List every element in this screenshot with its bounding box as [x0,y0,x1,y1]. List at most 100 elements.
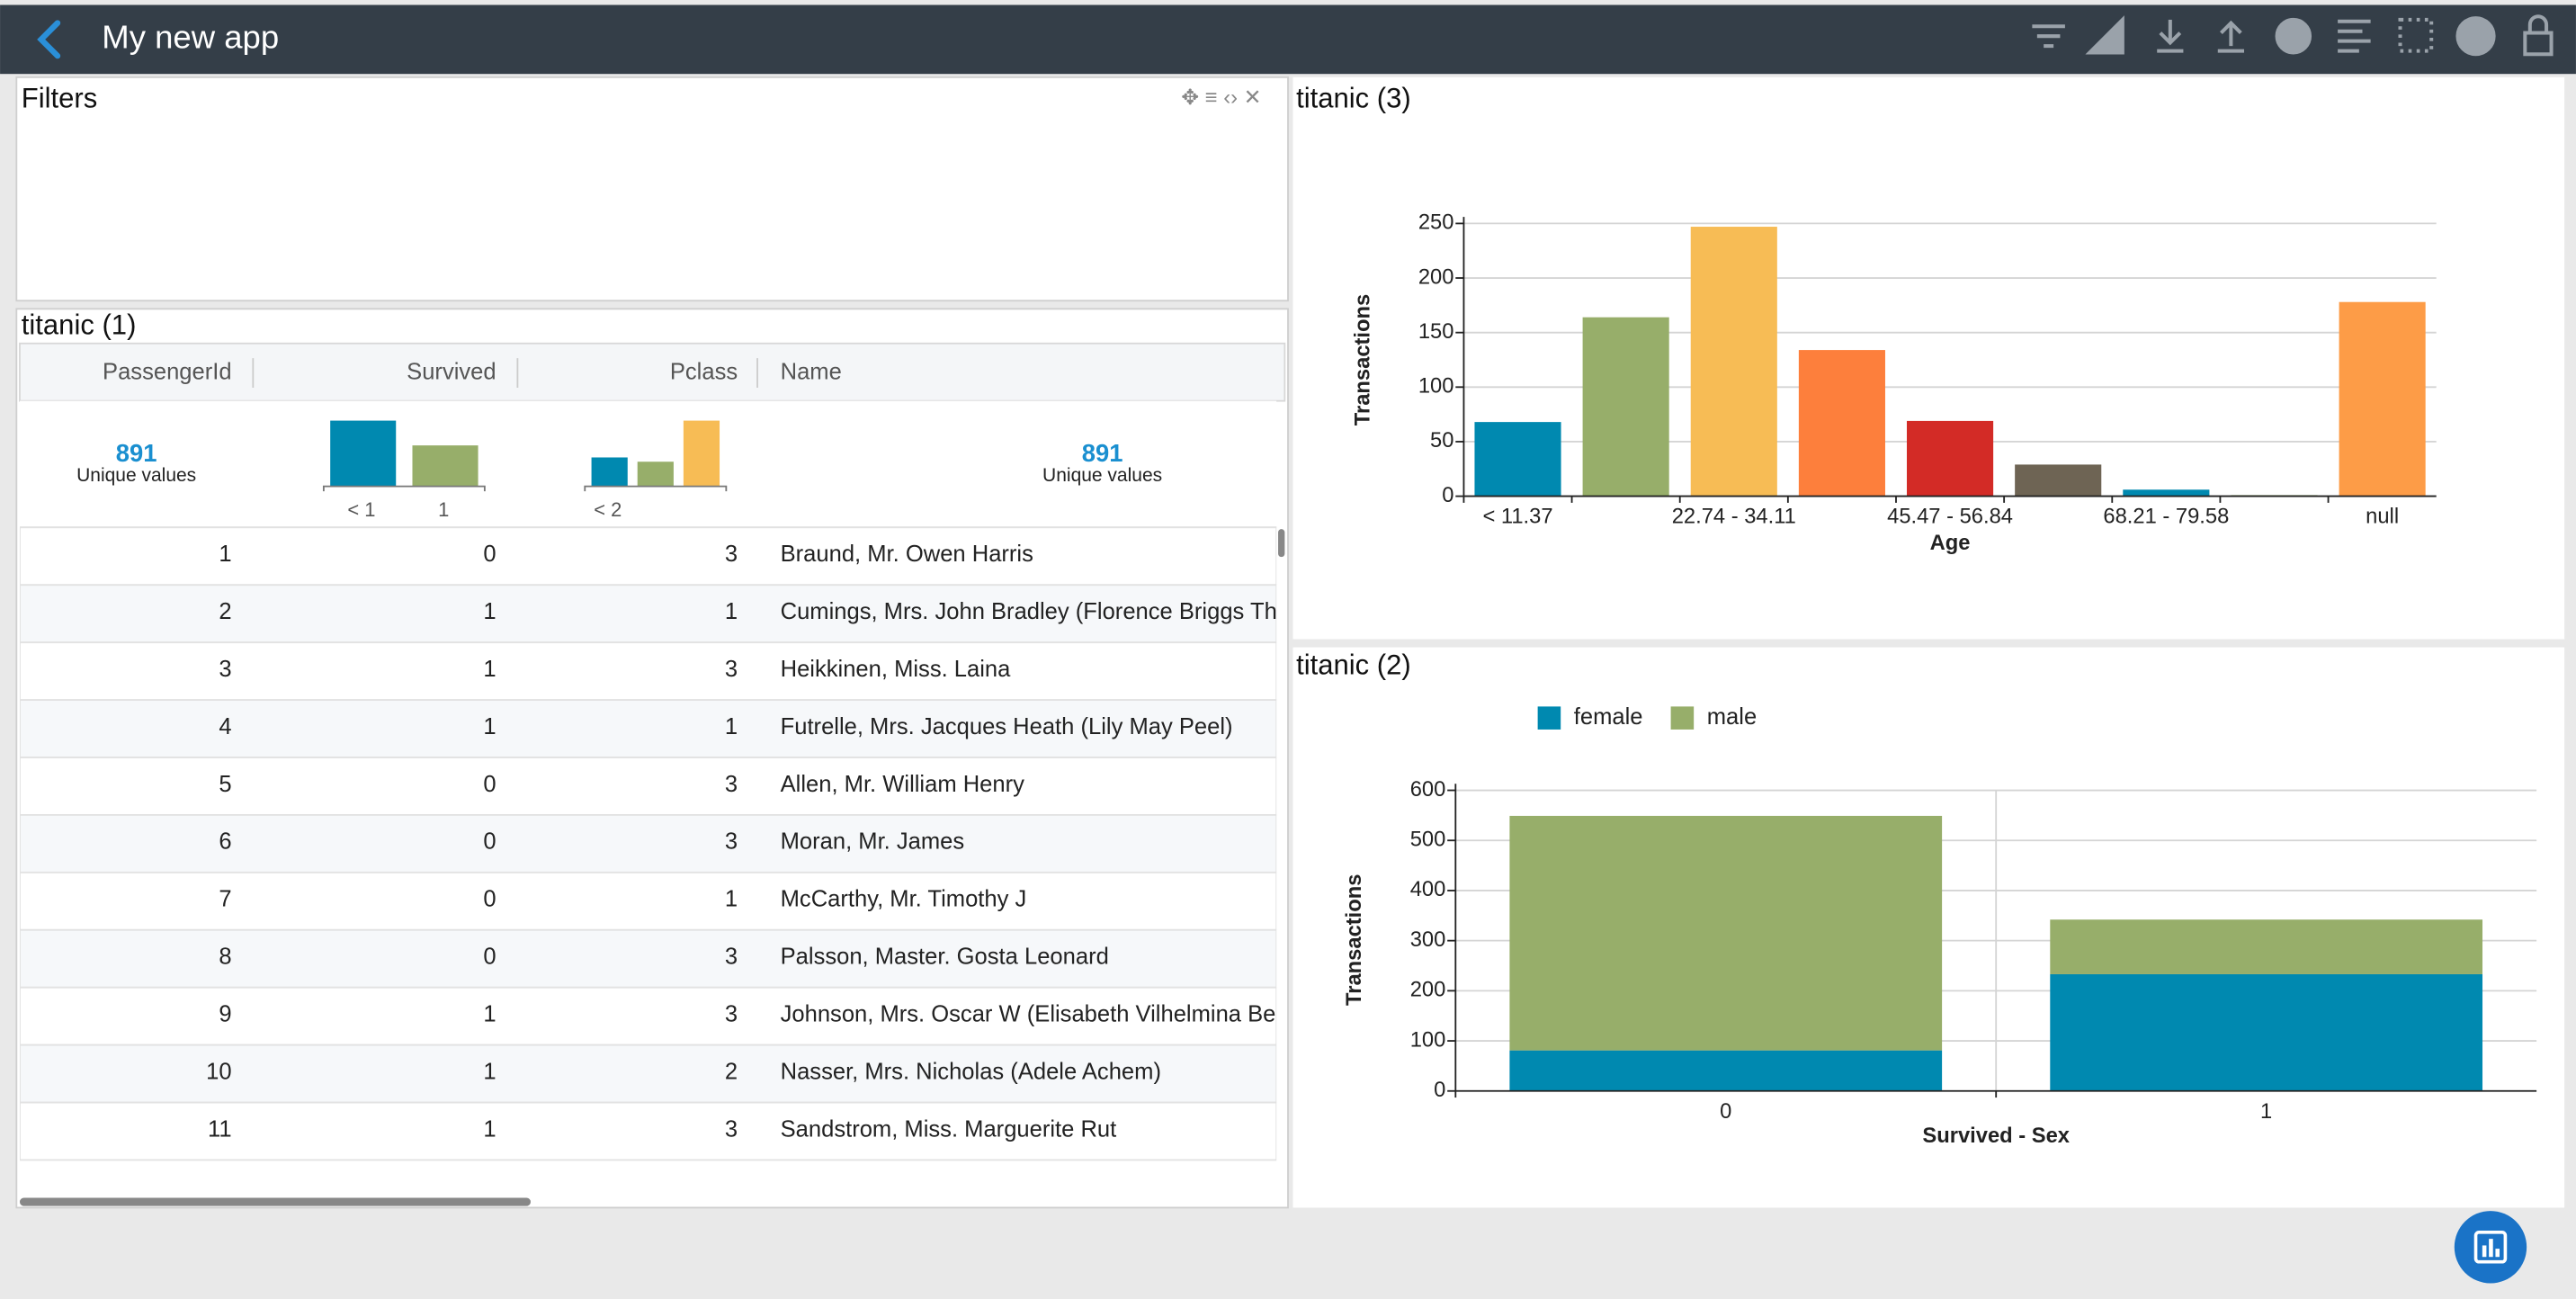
legend-label: female [1574,704,1643,730]
table-cell: Sandstrom, Miss. Marguerite Rut [781,1116,1117,1142]
table-cell: 0 [483,772,496,797]
x-tick-label: 0 [1720,1100,1731,1124]
bar-segment [2050,919,2483,974]
table-cell: 1 [483,599,496,624]
y-tick-label: 250 [1418,211,1454,235]
bar [1798,350,1885,497]
header-bar [0,4,2576,75]
mini-bar [591,457,628,487]
table-cell: 0 [483,829,496,855]
table-cell: Allen, Mr. William Henry [781,772,1025,797]
bar [1690,227,1777,497]
x-tick-label: 1 [2260,1100,2272,1124]
unique-count: 891 [1082,439,1123,467]
bar [2123,489,2210,497]
bar-segment [2050,973,2483,1091]
column-header: Name [781,359,842,384]
toolbar [2032,14,2554,57]
column-header: Pclass [670,359,738,384]
y-tick-label: 500 [1410,829,1446,852]
table-cell: 4 [219,714,231,739]
text-icon[interactable] [2338,19,2371,53]
settings-icon[interactable] [2085,15,2124,55]
x-axis-label: Age [1930,532,1971,555]
y-tick-label: 400 [1410,878,1446,901]
table-cell: 11 [208,1116,232,1142]
x-tick-label: null [2366,506,2399,529]
download-icon[interactable] [2157,19,2184,53]
table-row [19,871,1277,931]
table-row [19,584,1277,644]
filters-panel [15,76,1289,302]
scrollbar-h[interactable] [19,1197,532,1206]
scrollbar-v[interactable] [1278,529,1285,558]
x-tick-label: 68.21 - 79.58 [2103,506,2229,529]
table-cell: 3 [219,657,231,682]
table-cell: McCarthy, Mr. Timothy J [781,887,1027,912]
table-cell: 1 [725,714,738,739]
bar [1474,422,1561,497]
table-cell: 1 [483,714,496,739]
table-cell: 10 [206,1059,231,1084]
legend-label: male [1707,704,1757,730]
table-cell: 6 [219,829,231,855]
y-tick-label: 600 [1410,778,1446,802]
help-icon[interactable] [2455,16,2496,57]
table-cell: 3 [725,829,738,855]
y-tick-label: 0 [1434,1079,1445,1102]
mini-axis [584,485,728,492]
chart-title: titanic (3) [1296,83,1411,114]
bar [2015,464,2102,497]
back-button[interactable] [37,20,61,59]
panel-controls[interactable]: ✥ ≡ ‹› ✕ [1181,86,1261,110]
table-cell: 5 [219,772,231,797]
mini-label: 1 [438,498,449,521]
lock-icon[interactable] [2523,14,2554,57]
panel-title: Filters [22,83,97,114]
fab-icon [2473,1231,2508,1264]
y-tick-label: 300 [1410,928,1446,952]
y-axis-label: Transactions [1343,874,1366,1006]
app-title: My new app [102,18,279,55]
bar-segment [1509,1050,1943,1091]
grid-icon[interactable] [2398,17,2434,53]
mini-label: < 1 [347,498,375,521]
chart-title: titanic (2) [1296,650,1411,681]
table-row [19,1101,1277,1161]
legend-swatch [1670,706,1695,730]
table-cell: Johnson, Mrs. Oscar W (Elisabeth Vilhelm… [781,1002,1304,1027]
mini-bar [683,420,720,487]
unique-label: Unique values [76,465,196,486]
table-row [19,699,1277,758]
table-cell: 1 [219,542,231,567]
table-cell: 3 [725,945,738,970]
y-tick-label: 150 [1418,320,1454,344]
y-tick-label: 100 [1418,375,1454,399]
mini-bar [412,445,479,487]
upload-icon[interactable] [2217,20,2245,53]
y-axis-label: Transactions [1351,294,1374,426]
table-cell: 1 [483,1116,496,1142]
y-tick-label: 200 [1410,979,1446,1002]
table-cell: 1 [483,1002,496,1027]
table-cell: 1 [725,887,738,912]
table-row [19,928,1277,989]
panel-title: titanic (1) [22,309,137,341]
globe-icon[interactable] [2275,17,2312,55]
x-tick-label: < 11.37 [1482,506,1552,529]
mini-axis [322,485,486,492]
y-tick-label: 50 [1430,429,1453,452]
table-cell: 3 [725,1002,738,1027]
table-row [19,1044,1277,1104]
y-tick-label: 0 [1442,484,1453,507]
table-row [19,641,1277,701]
filter-icon[interactable] [2032,24,2065,49]
table-cell: 1 [483,1059,496,1084]
column-header: Survived [407,359,496,384]
table-cell: 7 [219,887,231,912]
table-cell: Nasser, Mrs. Nicholas (Adele Achem) [781,1059,1161,1084]
table-cell: 2 [219,599,231,624]
legend-swatch [1537,706,1561,730]
table-cell: 3 [725,772,738,797]
